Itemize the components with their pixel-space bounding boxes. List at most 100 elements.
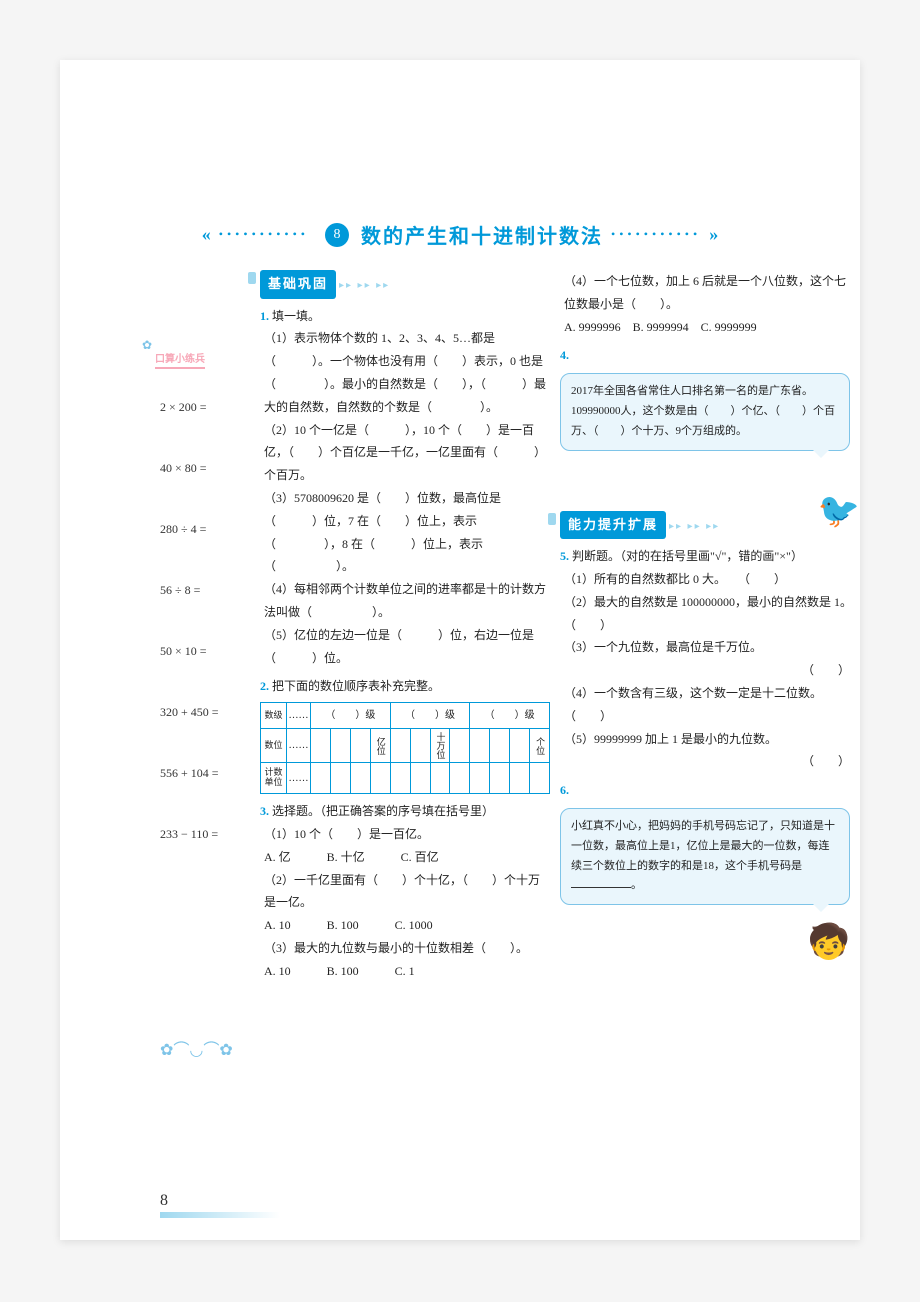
q6-callout: 小红真不小心，把妈妈的手机号码忘记了，只知道是十一位数，最高位上是1，亿位上是最… bbox=[560, 808, 850, 905]
cell-group: （ ）级 bbox=[470, 703, 549, 728]
row-header: 数级 bbox=[261, 703, 287, 728]
math-problem: 556 + 104 = bbox=[160, 766, 250, 781]
callout-tail-icon bbox=[813, 450, 829, 458]
cell-dots: …… bbox=[287, 729, 311, 762]
arrow-right-icon: » bbox=[709, 224, 718, 245]
q1-4: （4）每相邻两个计数单位之间的进率都是十的计数方法叫做（ ）。 bbox=[260, 578, 550, 624]
q3-4: （4）一个七位数，加上 6 后就是一个八位数，这个七位数最小是（ ）。 bbox=[560, 270, 850, 316]
arrow-left-icon: « bbox=[202, 224, 211, 245]
cell bbox=[371, 763, 391, 793]
q5-2: （2）最大的自然数是 100000000，最小的自然数是 1。 （ ） bbox=[560, 591, 850, 637]
row-header: 计数单位 bbox=[261, 763, 287, 793]
cell bbox=[530, 763, 549, 793]
cell bbox=[331, 729, 351, 762]
cell-group: （ ）级 bbox=[391, 703, 471, 728]
q2-num: 2. bbox=[260, 679, 269, 693]
sidebar-badge: 口算小练兵 bbox=[155, 350, 205, 369]
page-number: 8 bbox=[160, 1192, 168, 1210]
dots-left: ••••••••••• bbox=[219, 227, 309, 242]
q3-4-opts: A. 9999996 B. 9999994 C. 9999999 bbox=[560, 316, 850, 339]
q1-1: （1）表示物体个数的 1、2、3、4、5…都是（ ）。一个物体也没有用（ ）表示… bbox=[260, 327, 550, 418]
cell bbox=[311, 763, 331, 793]
mental-math-sidebar: ✿ 口算小练兵 2 × 200 = 40 × 80 = 280 ÷ 4 = 56… bbox=[160, 360, 250, 888]
cell bbox=[351, 763, 371, 793]
boy-mascot-icon: 🧒 bbox=[808, 911, 850, 976]
q3-num: 3. bbox=[260, 804, 269, 818]
cell bbox=[510, 729, 530, 762]
cell bbox=[490, 763, 510, 793]
dots-right: ••••••••••• bbox=[611, 227, 701, 242]
badge-dots: ▸▸ ▸▸ ▸▸ bbox=[669, 521, 720, 532]
cell-group: （ ）级 bbox=[311, 703, 391, 728]
cell bbox=[470, 729, 490, 762]
q1-3: （3）5708009620 是（ ）位数，最高位是（ ）位，7 在（ ）位上，表… bbox=[260, 487, 550, 578]
section-badge-advanced: 能力提升扩展 bbox=[560, 511, 666, 540]
q1-num: 1. bbox=[260, 309, 269, 323]
q1-title: 填一填。 bbox=[272, 309, 320, 323]
math-problem: 320 + 450 = bbox=[160, 705, 250, 720]
q1-2: （2）10 个一亿是（ ），10 个（ ）是一百亿，（ ）个百亿是一千亿，一亿里… bbox=[260, 419, 550, 487]
decoration-icon: ✿⌒◡⌒✿ bbox=[160, 1036, 233, 1060]
cell-yi: 亿位 bbox=[371, 729, 391, 762]
q6-num: 6. bbox=[560, 783, 569, 797]
cell bbox=[411, 763, 431, 793]
cell bbox=[490, 729, 510, 762]
q5-5: （5）99999999 加上 1 是最小的九位数。 bbox=[560, 728, 850, 751]
q3-3: （3）最大的九位数与最小的十位数相差（ ）。 bbox=[260, 937, 550, 960]
q1-5: （5）亿位的左边一位是（ ）位，右边一位是（ ）位。 bbox=[260, 624, 550, 670]
cell-dots: …… bbox=[287, 763, 311, 793]
q3-2: （2）一千亿里面有（ ）个十亿，（ ）个十万是一亿。 bbox=[260, 869, 550, 915]
q5-4: （4）一个数含有三级，这个数一定是十二位数。 （ ） bbox=[560, 682, 850, 728]
q3-3-opts: A. 10 B. 100 C. 1 bbox=[260, 960, 550, 983]
q3-1-opts: A. 亿 B. 十亿 C. 百亿 bbox=[260, 846, 550, 869]
right-column: （4）一个七位数，加上 6 后就是一个八位数，这个七位数最小是（ ）。 A. 9… bbox=[560, 270, 850, 905]
math-problem: 40 × 80 = bbox=[160, 461, 250, 476]
cell bbox=[311, 729, 331, 762]
math-problem: 233 − 110 = bbox=[160, 827, 250, 842]
cell-ge: 个位 bbox=[530, 729, 549, 762]
cell bbox=[470, 763, 490, 793]
cell bbox=[391, 729, 411, 762]
q5-5b: （ ） bbox=[560, 750, 850, 773]
q4-num: 4. bbox=[560, 348, 569, 362]
q3-1: （1）10 个（ ）是一百亿。 bbox=[260, 823, 550, 846]
cell bbox=[450, 763, 470, 793]
q5-title: 判断题。（对的在括号里画"√"，错的画"×"） bbox=[572, 549, 803, 563]
chapter-title: 数的产生和十进制计数法 bbox=[361, 220, 603, 249]
chapter-header: « ••••••••••• 8 数的产生和十进制计数法 ••••••••••• … bbox=[60, 220, 860, 249]
place-value-table: 数级 …… （ ）级 （ ）级 （ ）级 数位 …… 亿位 bbox=[260, 702, 550, 794]
answer-blank bbox=[571, 887, 631, 888]
q5-1: （1）所有的自然数都比 0 大。 （ ） bbox=[560, 568, 850, 591]
cell bbox=[510, 763, 530, 793]
cell bbox=[450, 729, 470, 762]
q4-callout: 2017年全国各省常住人口排名第一名的是广东省。109990000人，这个数是由… bbox=[560, 373, 850, 450]
math-problem: 2 × 200 = bbox=[160, 400, 250, 415]
cell-dots: …… bbox=[287, 703, 311, 728]
left-column: 基础巩固 ▸▸ ▸▸ ▸▸ 1. 填一填。 （1）表示物体个数的 1、2、3、4… bbox=[260, 270, 550, 983]
q6-text: 小红真不小心，把妈妈的手机号码忘记了，只知道是十一位数，最高位上是1，亿位上是最… bbox=[571, 820, 835, 872]
row-header: 数位 bbox=[261, 729, 287, 762]
cell bbox=[411, 729, 431, 762]
worksheet-page: « ••••••••••• 8 数的产生和十进制计数法 ••••••••••• … bbox=[60, 60, 860, 1240]
section-badge-basic: 基础巩固 bbox=[260, 270, 336, 299]
math-problem: 280 ÷ 4 = bbox=[160, 522, 250, 537]
q4-text: 2017年全国各省常住人口排名第一名的是广东省。109990000人，这个数是由… bbox=[571, 385, 835, 437]
cell bbox=[351, 729, 371, 762]
cell bbox=[431, 763, 451, 793]
flower-icon: ✿ bbox=[142, 338, 152, 353]
cell-shiwan: 十万位 bbox=[431, 729, 451, 762]
chapter-number: 8 bbox=[325, 223, 349, 247]
q2-title: 把下面的数位顺序表补充完整。 bbox=[272, 679, 440, 693]
bird-mascot-icon: 🐦 bbox=[818, 480, 860, 545]
badge-dots: ▸▸ ▸▸ ▸▸ bbox=[339, 280, 390, 291]
q3-title: 选择题。（把正确答案的序号填在括号里） bbox=[272, 804, 494, 818]
cell bbox=[331, 763, 351, 793]
q3-2-opts: A. 10 B. 100 C. 1000 bbox=[260, 914, 550, 937]
q5-3b: （ ） bbox=[560, 659, 850, 682]
q5-num: 5. bbox=[560, 549, 569, 563]
cell bbox=[391, 763, 411, 793]
math-problem: 50 × 10 = bbox=[160, 644, 250, 659]
page-number-bar bbox=[160, 1212, 280, 1218]
q5-3: （3）一个九位数，最高位是千万位。 bbox=[560, 636, 850, 659]
math-problem: 56 ÷ 8 = bbox=[160, 583, 250, 598]
